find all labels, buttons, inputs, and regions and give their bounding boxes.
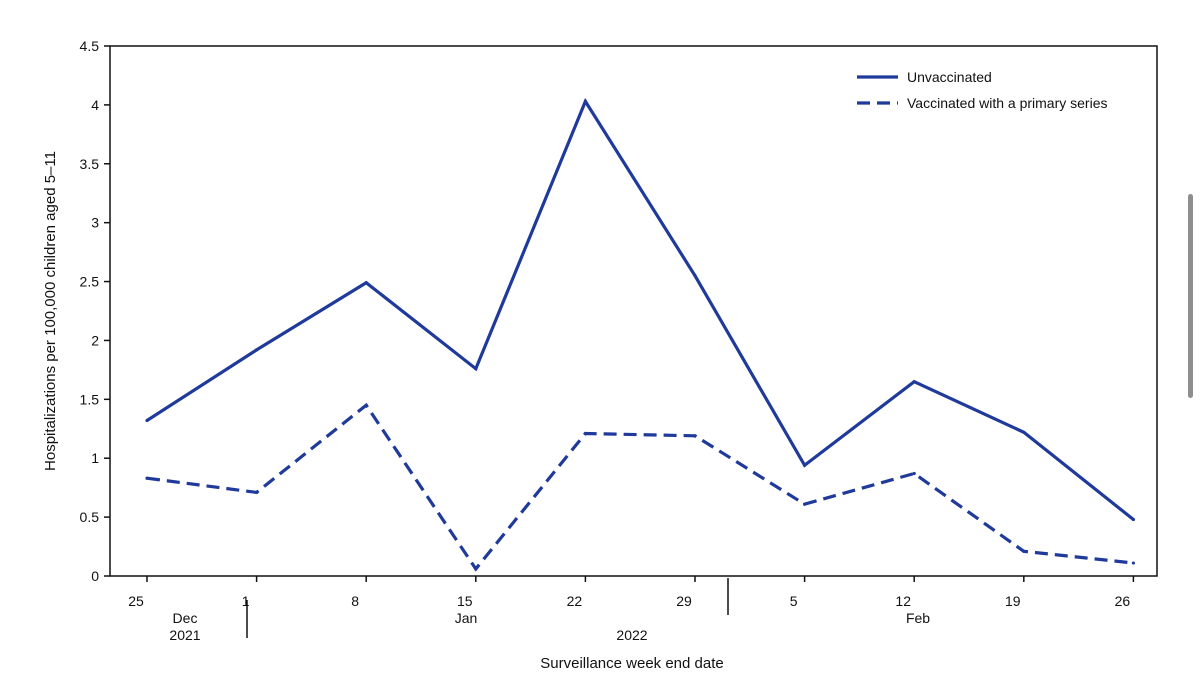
series-1-point-5 <box>693 434 697 438</box>
x-tick-label-1: 1 <box>242 593 250 609</box>
x-tick-label-0: 25 <box>128 593 144 609</box>
series-1-point-4 <box>583 431 588 436</box>
series-0-point-2 <box>364 281 368 285</box>
series-0-point-0 <box>145 418 149 423</box>
x-axis: 25 1 8 15 22 29 5 12 19 26 <box>128 576 1135 609</box>
y-axis-title: Hospitalizations per 100,000 children ag… <box>42 151 59 471</box>
legend: Unvaccinated Vaccinated with a primary s… <box>857 69 1107 111</box>
legend-label-vaccinated: Vaccinated with a primary series <box>907 95 1107 111</box>
month-label-dec: Dec <box>173 610 198 626</box>
month-label-feb: Feb <box>906 610 930 626</box>
x-tick-label-9: 26 <box>1115 593 1131 609</box>
series-0-point-7 <box>912 380 916 384</box>
series-line-1 <box>146 402 1134 572</box>
legend-label-unvaccinated: Unvaccinated <box>907 69 992 85</box>
y-tick-label-6: 3 <box>91 215 99 231</box>
series-0-point-3 <box>474 367 478 371</box>
plot-frame <box>109 45 1158 577</box>
series-0-point-4 <box>583 99 588 103</box>
series-1-point-9 <box>1131 561 1135 565</box>
page-scrollbar-thumb[interactable] <box>1188 194 1193 398</box>
x-tick-label-3: 15 <box>457 593 473 609</box>
y-tick-label-7: 3.5 <box>80 156 100 172</box>
y-tick-label-8: 4 <box>91 97 99 113</box>
series-0-point-9 <box>1131 517 1135 522</box>
y-tick-label-0: 0 <box>91 568 99 584</box>
month-label-jan: Jan <box>455 610 478 626</box>
y-tick-label-1: 0.5 <box>80 509 100 525</box>
x-axis-title: Surveillance week end date <box>540 655 723 672</box>
x-tick-label-5: 29 <box>676 593 692 609</box>
x-tick-label-8: 19 <box>1005 593 1021 609</box>
year-label-2021: 2021 <box>169 627 200 643</box>
series-0-point-8 <box>1022 430 1026 434</box>
y-tick-label-5: 2.5 <box>80 274 100 290</box>
x-tick-label-6: 5 <box>790 593 798 609</box>
series-layer <box>145 97 1135 572</box>
series-1-point-2 <box>364 403 368 407</box>
series-1-point-3 <box>474 567 478 571</box>
x-tick-label-2: 8 <box>351 593 359 609</box>
series-1-point-0 <box>145 476 149 480</box>
y-tick-label-9: 4.5 <box>80 38 100 54</box>
y-tick-label-4: 2 <box>91 332 99 348</box>
series-0-point-1 <box>255 348 259 352</box>
series-0-point-6 <box>803 463 807 467</box>
y-axis: 0 0.5 1 1.5 2 2.5 3 3.5 4 4.5 <box>80 38 110 584</box>
x-tick-label-4: 22 <box>567 593 583 609</box>
series-1-point-1 <box>255 490 259 494</box>
y-tick-label-2: 1 <box>91 450 99 466</box>
y-tick-label-3: 1.5 <box>80 391 100 407</box>
series-line-0 <box>146 97 1135 521</box>
x-tick-label-7: 12 <box>895 593 911 609</box>
year-label-2022: 2022 <box>616 627 647 643</box>
series-1-point-7 <box>912 471 916 476</box>
series-1-point-8 <box>1022 549 1026 553</box>
series-1-point-6 <box>803 502 807 506</box>
series-0-point-5 <box>693 274 697 278</box>
